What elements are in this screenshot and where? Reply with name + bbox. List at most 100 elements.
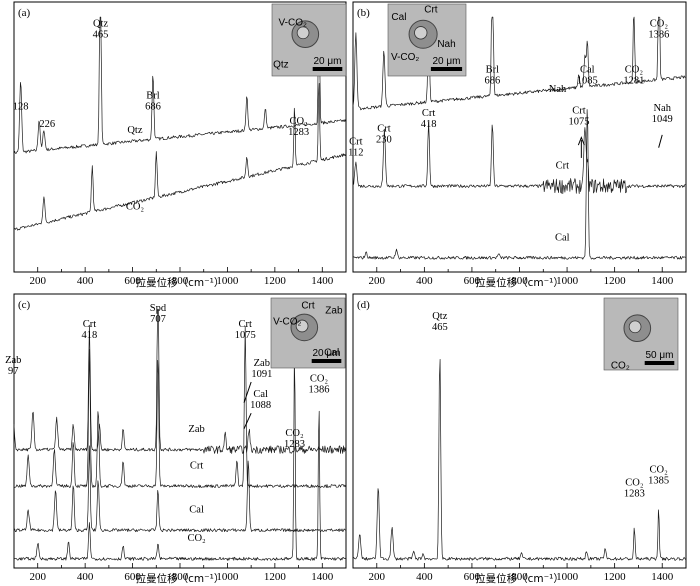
peak-label-value: 686 [485,76,501,87]
x-tick-label: 200 [369,275,386,287]
x-tick-label: 1000 [556,571,579,583]
photo-label: Crt [424,5,438,16]
photo-label: CO₂ [611,361,630,372]
panel-label: (d) [357,299,370,311]
spectrum-co [13,357,346,561]
inclusion-photo: CO₂ 50 μm [603,297,679,372]
peak-label-name: CO₂ [625,477,644,488]
x-tick-label: 600 [124,571,141,583]
panel-d: 200 400 600 800 1000 1200 1400 拉曼位移（cm⁻¹） (d) Qtz… [352,293,687,585]
inclusion-photo: V-CO₂ Qtz 20 μm [271,3,347,77]
series-label: Qtz [127,125,143,136]
peak-label-value: 1283 [624,488,645,499]
peak-label-value: 1075 [568,117,589,128]
peak-label-value: 465 [93,30,109,41]
peak-label-name: Crt [422,108,436,119]
x-tick-label: 1400 [311,571,334,583]
x-axis-title: 拉曼位移（cm⁻¹） [475,276,564,289]
peak-label-value: 97 [8,366,19,377]
arrow-line [658,134,663,148]
peak-label-name: Crt [239,319,253,330]
series-label: Nah [549,84,567,95]
peak-label-value: 1091 [251,369,272,380]
peak-label-value: 465 [432,322,448,333]
peak-label-name: CO₂ [285,428,304,439]
peak-label-name: Cal [253,389,268,400]
arrow-head [577,136,585,146]
x-tick-label: 1400 [651,571,674,583]
peak-label-value: 1386 [648,30,669,41]
peak-label-name: Qtz [432,311,448,322]
panel-c: 200 400 600 800 1000 1200 1400 拉曼位移（cm⁻¹） (c) Zab… [5,293,347,585]
vapor-bubble [296,26,310,40]
peak-label-name: Zab [254,358,270,369]
series-label: CO₂ [126,202,145,213]
peak-label-name: Cal [580,65,595,76]
series-label: Cal [555,232,570,243]
photo-label: Cal [324,347,339,358]
peak-label-value: 686 [145,101,161,112]
peak-label-name: CO₂ [650,19,669,30]
x-tick-label: 400 [77,275,94,287]
spectrum-crt [352,121,686,195]
peak-label-value: 1049 [652,114,673,125]
x-tick-label: 400 [77,571,94,583]
spectrum-nah [352,16,686,111]
spectrum-zab [13,308,346,454]
peak-label-name: Nah [653,103,671,114]
peak-label-name: Crt [377,124,391,135]
x-tick-label: 200 [29,571,46,583]
x-tick-label: 800 [511,275,528,287]
peak-label-value: 1075 [235,330,256,341]
peak-label-name: Spd [150,303,167,314]
spectrum-main [352,359,686,561]
peak-label-name: Crt [572,106,586,117]
peak-label-name: Crt [349,136,363,147]
peak-label-name: Crt [83,319,97,330]
scale-bar-label: 20 μm [313,348,341,359]
scale-bar-label: 20 μm [433,56,461,67]
x-axis-title: 拉曼位移（cm⁻¹） [136,276,225,289]
series-label: CO₂ [187,533,206,544]
scale-bar [430,67,463,71]
x-tick-label: 1000 [216,275,239,287]
scale-bar [311,359,342,363]
peak-label-name: Qtz [93,19,109,30]
photo-label: V-CO₂ [391,52,419,63]
peak-label-value: 418 [82,330,98,341]
peak-label-value: 1283 [288,127,309,138]
photo-label: V-CO₂ [273,317,301,328]
inclusion-photo: Cal Crt V-CO₂ Nah 20 μm [387,3,467,77]
x-tick-label: 1200 [604,571,627,583]
spectrum-crt [13,325,346,488]
x-tick-label: 1000 [556,275,579,287]
peak-label-value: 226 [39,119,55,130]
x-tick-label: 1400 [651,275,674,287]
photo-label: Qtz [273,59,289,70]
peak-label-value: 707 [150,314,166,325]
peak-label-value: 1088 [250,400,271,411]
x-axis-title: 拉曼位移（cm⁻¹） [475,572,564,585]
spectrum-qtz [13,16,346,155]
x-tick-label: 1400 [311,275,334,287]
series-label: Cal [189,505,204,516]
panel-b: 200 400 600 800 1000 1200 1400 拉曼位移（cm⁻¹） (b) Nah… [348,1,687,289]
scale-bar [312,67,343,71]
photo-label: V-CO₂ [279,18,307,29]
peak-label-value: 128 [13,101,29,112]
x-tick-label: 600 [464,275,481,287]
spectrum-cal [13,445,346,533]
x-tick-label: 400 [416,571,433,583]
peak-label-name: CO₂ [310,373,329,384]
photo-label: Zab [325,305,343,316]
panel-label: (a) [18,7,31,19]
panel-a: 200 400 600 800 1000 1200 1400 拉曼位移（cm⁻¹） (a) Qtz… [13,1,347,289]
x-tick-label: 800 [172,571,189,583]
x-tick-label: 400 [416,275,433,287]
series-label: Crt [556,161,570,172]
peak-label-name: Brl [486,65,500,76]
x-tick-label: 600 [124,275,141,287]
arrow-line [243,381,252,403]
